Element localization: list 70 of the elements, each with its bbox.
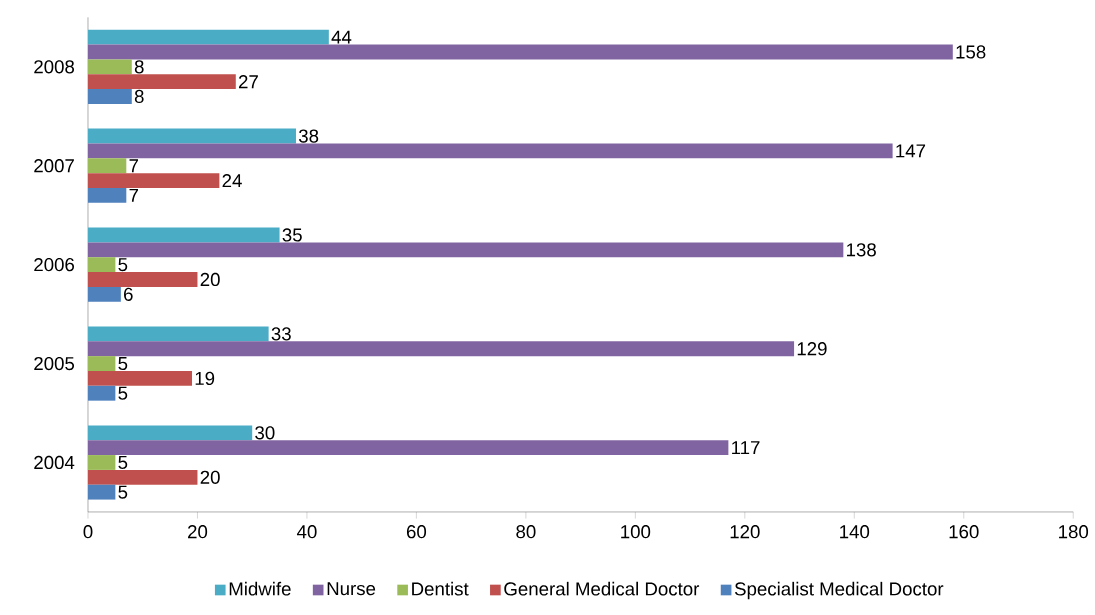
bar (88, 272, 198, 288)
data-label: 44 (331, 30, 352, 44)
data-label: 24 (222, 174, 242, 188)
y-tick-label: 2005 (34, 357, 75, 371)
legend-label: Nurse (327, 582, 376, 596)
data-label: 138 (847, 243, 876, 257)
data-label: 7 (129, 159, 139, 173)
legend-label: Dentist (412, 582, 469, 596)
data-label: 5 (118, 258, 128, 272)
data-label: 35 (282, 228, 302, 242)
data-label: 20 (200, 273, 220, 287)
x-tick-label: 60 (406, 525, 427, 539)
x-tick-label: 100 (621, 525, 651, 539)
bar (88, 59, 132, 75)
x-tick-label: 140 (840, 525, 870, 539)
bar (88, 484, 116, 500)
bar (88, 425, 253, 441)
bar (88, 227, 280, 243)
bar (88, 470, 198, 485)
data-label: 30 (255, 426, 275, 440)
bar (88, 173, 220, 189)
data-label: 6 (124, 287, 133, 302)
bar (88, 257, 116, 273)
bar (88, 74, 236, 90)
bar (88, 455, 116, 471)
x-tick-label: 80 (516, 525, 536, 539)
bar (88, 287, 121, 302)
bar (88, 44, 953, 60)
data-label: 7 (129, 189, 139, 203)
bar (88, 371, 192, 387)
x-tick-label: 180 (1059, 525, 1089, 539)
data-label: 8 (134, 60, 144, 74)
bar (88, 440, 729, 456)
data-label: 19 (195, 371, 215, 386)
legend-label: General Medical Doctor (504, 582, 700, 596)
data-label: 33 (271, 327, 291, 341)
data-label: 38 (298, 129, 319, 143)
bar (88, 158, 127, 174)
x-tick-label: 0 (83, 525, 93, 539)
bar (88, 29, 329, 45)
bar (88, 188, 127, 204)
data-label: 5 (118, 456, 128, 470)
bar (88, 386, 116, 401)
bar (88, 326, 269, 342)
y-tick-label: 2008 (34, 60, 75, 74)
data-label: 5 (118, 485, 128, 499)
x-tick-label: 120 (730, 525, 760, 539)
bar (88, 128, 296, 144)
data-label: 5 (118, 386, 128, 400)
data-label: 8 (134, 90, 144, 104)
data-label: 147 (896, 144, 926, 158)
data-label: 117 (732, 441, 760, 455)
y-tick-label: 2006 (34, 258, 75, 272)
data-label: 5 (118, 357, 128, 371)
x-tick-label: 160 (949, 525, 979, 539)
bar (88, 143, 893, 159)
y-tick-label: 2004 (34, 456, 75, 470)
bar (88, 356, 116, 372)
x-tick-label: 40 (296, 525, 317, 539)
data-label: 20 (200, 470, 220, 485)
y-tick-label: 2007 (34, 159, 74, 173)
bar (88, 242, 844, 258)
legend-label: Midwife (229, 582, 291, 596)
legend-label: Specialist Medical Doctor (734, 582, 944, 600)
data-label: 158 (956, 45, 986, 59)
bar (88, 341, 795, 357)
bar (88, 89, 132, 105)
data-label: 129 (797, 342, 827, 356)
x-tick-label: 20 (188, 525, 208, 539)
data-label: 27 (238, 75, 258, 89)
